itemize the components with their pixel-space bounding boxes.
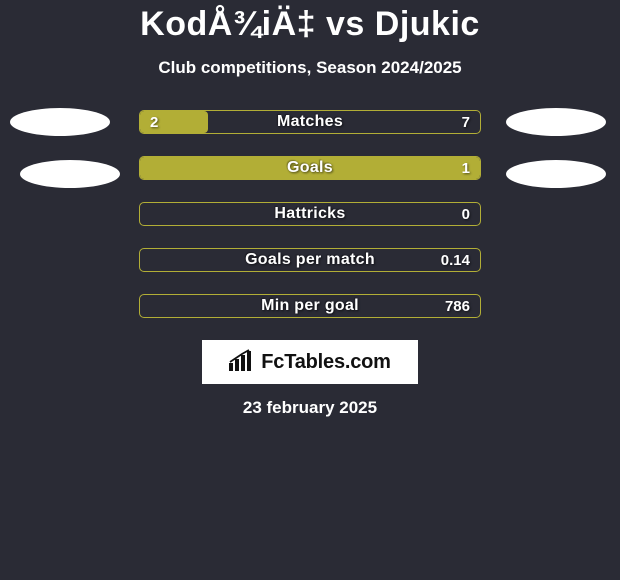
stat-bar: Hattricks0 [139,202,481,226]
stat-right-value: 786 [445,295,470,317]
stat-right-value: 0.14 [441,249,470,271]
player-left-marker [10,108,110,136]
stat-row: 2Matches7 [0,110,620,134]
stat-right-value: 0 [462,203,470,225]
stat-label: Min per goal [140,295,480,317]
stat-row: Hattricks0 [0,202,620,226]
page-subtitle: Club competitions, Season 2024/2025 [0,58,620,78]
stat-bar: Min per goal786 [139,294,481,318]
stat-bar: 2Matches7 [139,110,481,134]
stat-label: Goals per match [140,249,480,271]
stat-label: Hattricks [140,203,480,225]
date-text: 23 february 2025 [0,398,620,418]
stat-right-value: 7 [462,111,470,133]
page-title: KodÅ¾iÄ‡ vs Djukic [0,5,620,44]
stat-right-value: 1 [462,157,470,179]
stat-bar: Goals per match0.14 [139,248,481,272]
stat-row: Goals1 [0,156,620,180]
logo-bars-icon [229,349,255,376]
stat-rows: 2Matches7 Goals1 Hattricks0 Goals per match… [0,110,620,318]
player-right-marker [506,108,606,136]
logo-text: FcTables.com [261,351,391,374]
stat-label: Matches [140,111,480,133]
source-logo: FcTables.com [202,340,418,384]
stat-row: Goals per match0.14 [0,248,620,272]
comparison-card: KodÅ¾iÄ‡ vs Djukic Club competitions, Se… [0,0,620,418]
player-left-marker [20,160,120,188]
player-right-marker [506,160,606,188]
stat-label: Goals [140,157,480,179]
stat-row: Min per goal786 [0,294,620,318]
stat-bar: Goals1 [139,156,481,180]
